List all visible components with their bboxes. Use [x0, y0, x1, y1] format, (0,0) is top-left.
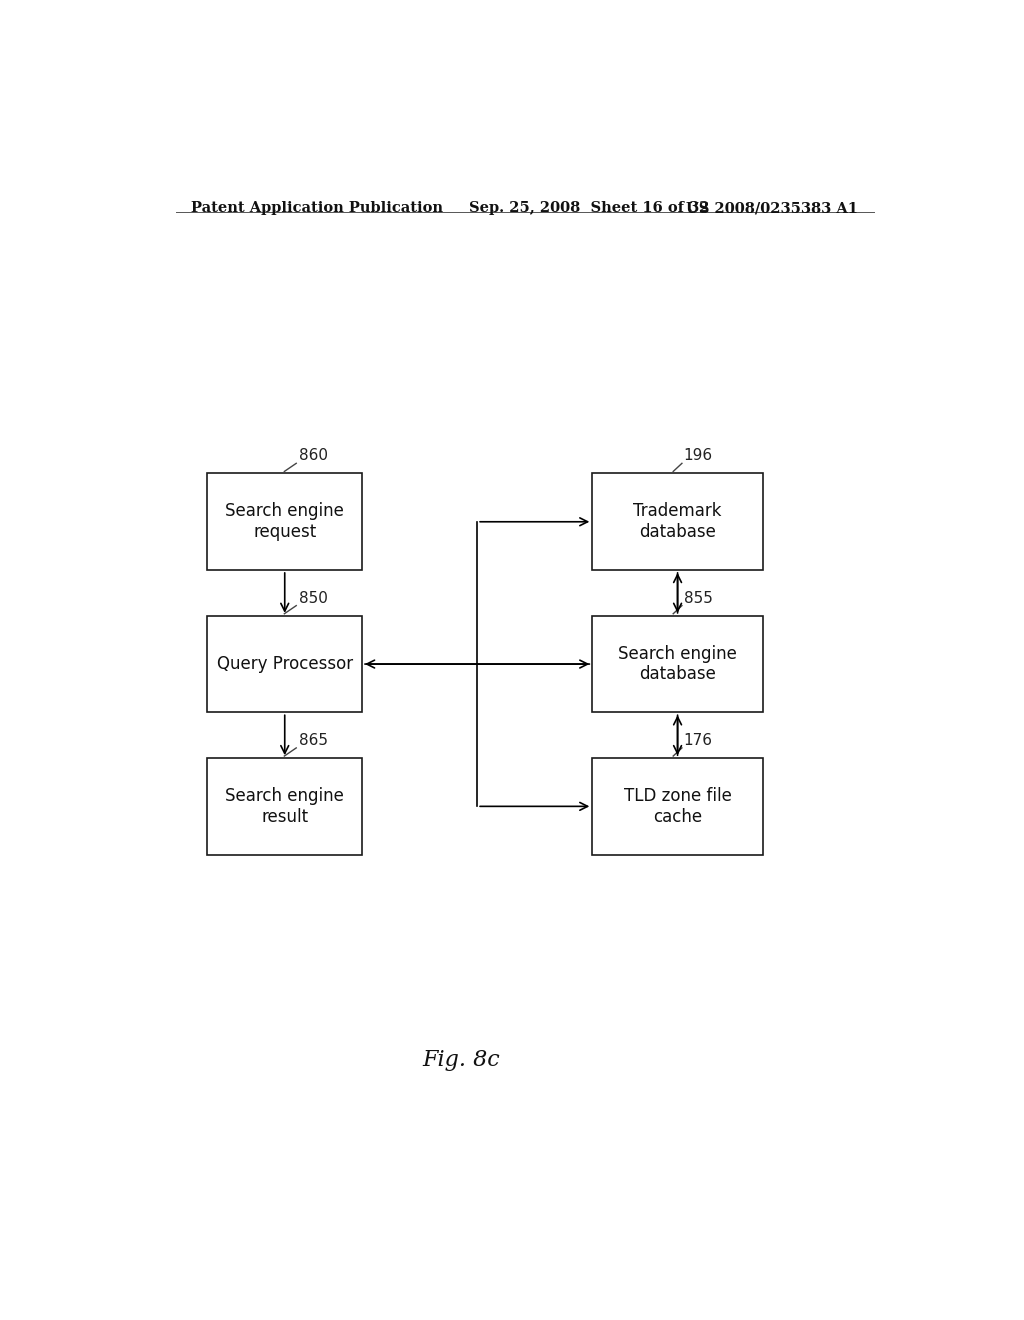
Text: 855: 855	[684, 590, 713, 606]
Text: 860: 860	[299, 449, 328, 463]
Bar	[207, 474, 362, 570]
Bar	[592, 615, 763, 713]
Text: 865: 865	[299, 733, 328, 748]
Text: TLD zone file
cache: TLD zone file cache	[624, 787, 731, 826]
Text: Search engine
database: Search engine database	[618, 644, 737, 684]
Text: Query Processor: Query Processor	[217, 655, 353, 673]
Text: Sep. 25, 2008  Sheet 16 of 32: Sep. 25, 2008 Sheet 16 of 32	[469, 201, 710, 215]
Bar	[207, 615, 362, 713]
Text: Fig. 8c: Fig. 8c	[423, 1049, 500, 1071]
Text: 176: 176	[684, 733, 713, 748]
Text: 196: 196	[684, 449, 713, 463]
Bar	[592, 474, 763, 570]
Text: Search engine
request: Search engine request	[225, 503, 344, 541]
Text: Patent Application Publication: Patent Application Publication	[191, 201, 443, 215]
Text: Trademark
database: Trademark database	[633, 503, 722, 541]
Text: Search engine
result: Search engine result	[225, 787, 344, 826]
Text: US 2008/0235383 A1: US 2008/0235383 A1	[686, 201, 858, 215]
Bar	[592, 758, 763, 854]
Bar	[207, 758, 362, 854]
Text: 850: 850	[299, 590, 328, 606]
